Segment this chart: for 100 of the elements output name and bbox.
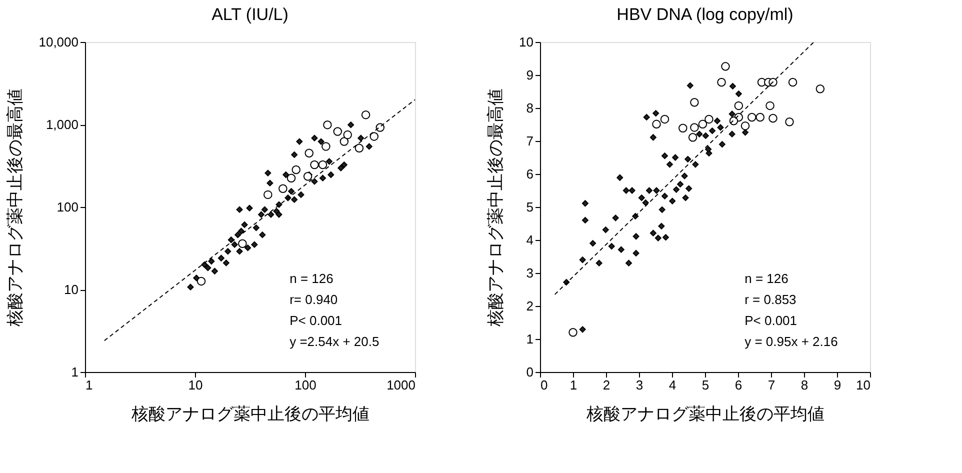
point <box>622 187 630 194</box>
point <box>692 161 699 168</box>
x-tick-label: 2 <box>602 378 610 392</box>
y-tick-label: 10 <box>64 282 78 297</box>
point <box>608 243 615 250</box>
y-tick-label: 2 <box>526 298 534 314</box>
point <box>721 62 730 71</box>
point <box>740 121 750 130</box>
point <box>684 156 692 162</box>
x-tick-label: 7 <box>768 378 776 392</box>
point <box>704 114 714 124</box>
x-tick-label: 100 <box>294 378 316 392</box>
x-tick-label: 3 <box>636 378 644 392</box>
y-tick-label: 0 <box>526 364 534 380</box>
point <box>717 78 726 87</box>
point <box>579 326 586 333</box>
point <box>681 172 688 180</box>
point <box>660 114 670 124</box>
point <box>788 78 798 87</box>
y-axis-title: 核酸アナログ薬中止後の最高値 <box>486 88 506 328</box>
point <box>728 110 736 118</box>
point <box>652 110 660 117</box>
point <box>677 180 684 188</box>
point <box>650 134 656 141</box>
x-tick-label: 8 <box>800 378 808 392</box>
x-tick-label: 10 <box>188 378 203 392</box>
annotation: n = 126 <box>290 271 334 286</box>
y-tick-label: 9 <box>526 68 534 82</box>
point <box>747 112 756 122</box>
x-tick-label: 9 <box>834 378 842 392</box>
point <box>653 187 660 194</box>
y-tick-label: 5 <box>526 200 534 214</box>
x-tick-label: 6 <box>734 378 742 392</box>
point <box>672 154 679 161</box>
point <box>768 114 778 123</box>
point <box>690 123 699 132</box>
y-tick-label: 4 <box>526 232 534 248</box>
point <box>729 82 736 90</box>
y-tick-label: 100 <box>56 200 78 214</box>
y-tick-label: 3 <box>526 266 534 280</box>
point <box>662 152 668 160</box>
point <box>652 120 661 129</box>
point <box>646 187 652 194</box>
y-tick-label: 8 <box>526 100 534 116</box>
point <box>654 234 662 242</box>
x-axis-title: 核酸アナログ薬中止後の平均値 <box>586 404 824 424</box>
y-tick-label: 10,000 <box>38 34 78 50</box>
point <box>734 101 744 110</box>
point <box>618 246 624 253</box>
point <box>717 124 724 131</box>
y-tick-label: 1 <box>526 332 534 346</box>
point <box>742 129 748 136</box>
point <box>650 230 656 236</box>
x-tick-label: 1 <box>86 378 93 392</box>
y-axis-title: 核酸アナログ薬中止後の最高値 <box>6 88 25 328</box>
point <box>688 133 698 142</box>
point <box>669 198 676 204</box>
point <box>596 260 602 266</box>
annotation: y =2.54x + 20.5 <box>290 334 380 349</box>
point <box>696 130 703 138</box>
point <box>662 234 669 241</box>
y-tick-label: 1,000 <box>46 117 78 132</box>
point <box>768 78 778 87</box>
x-tick-label: 4 <box>668 378 676 392</box>
point <box>682 194 689 201</box>
point <box>632 233 640 240</box>
annotation: y = 0.95x + 2.16 <box>744 334 838 349</box>
annotation: r= 0.940 <box>290 292 338 307</box>
point <box>666 161 673 168</box>
point <box>785 117 794 126</box>
point <box>579 256 586 264</box>
y-tick-label: 10 <box>519 34 534 50</box>
point <box>678 124 688 132</box>
point <box>658 222 665 230</box>
point <box>662 192 668 200</box>
point <box>705 146 712 152</box>
point <box>714 118 720 124</box>
annotation: P< 0.001 <box>290 313 342 328</box>
point <box>642 199 649 206</box>
point <box>702 132 709 139</box>
x-tick-label: 1000 <box>386 378 416 392</box>
point <box>686 185 692 192</box>
point <box>690 98 699 107</box>
point <box>686 82 694 89</box>
point <box>673 186 680 193</box>
point <box>638 194 645 201</box>
x-tick-label: 0 <box>540 378 548 392</box>
point <box>766 101 774 110</box>
point <box>709 128 716 134</box>
point <box>582 200 588 207</box>
point <box>643 114 650 120</box>
point <box>718 141 726 148</box>
x-axis-title: 核酸アナログ薬中止後の平均値 <box>130 404 370 424</box>
point <box>612 214 619 222</box>
y-tick-label: 7 <box>526 134 534 148</box>
point <box>626 260 632 266</box>
point <box>816 84 825 94</box>
x-tick-label: 1 <box>570 378 578 392</box>
point <box>590 240 596 247</box>
point <box>632 250 640 256</box>
